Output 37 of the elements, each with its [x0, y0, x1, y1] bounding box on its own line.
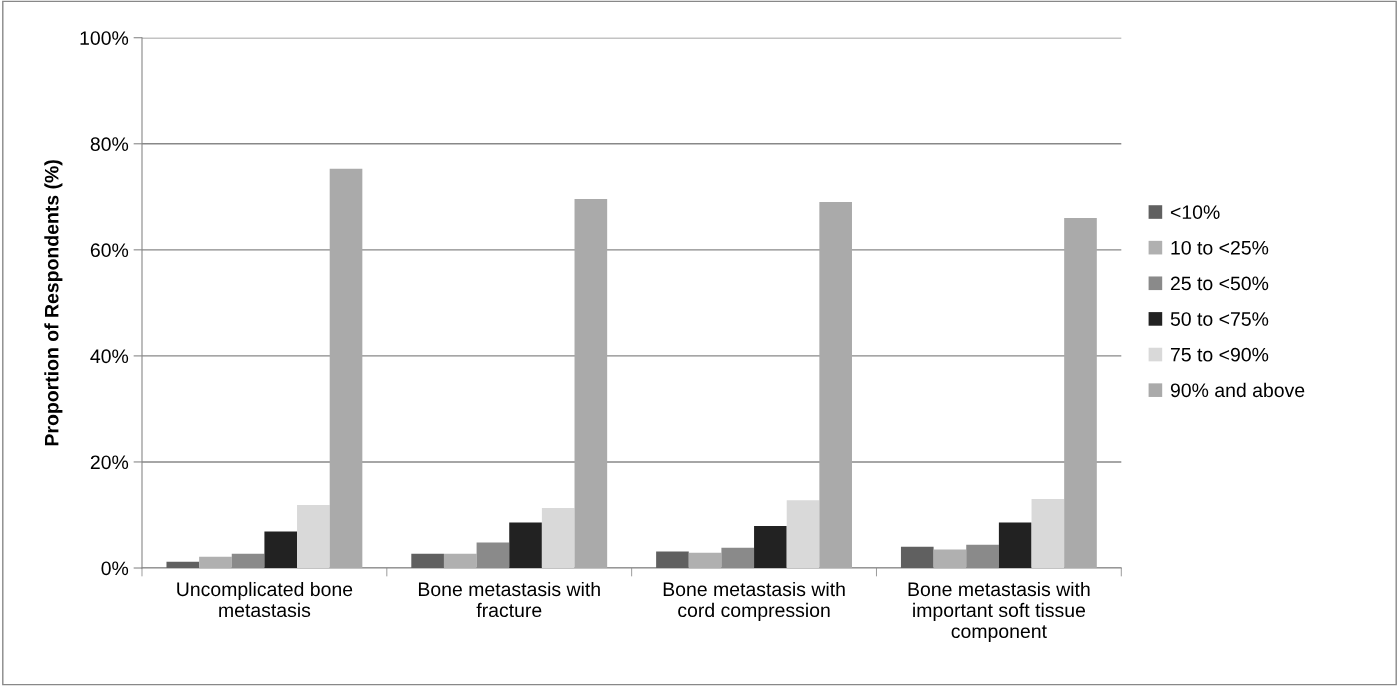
- legend-label: 90% and above: [1170, 382, 1305, 398]
- bar: [166, 561, 200, 569]
- x-tick-label: Uncomplicated bone metastasis: [177, 581, 353, 618]
- legend-label: <10%: [1170, 205, 1220, 220]
- bar: [541, 508, 575, 569]
- y-tick-label: 80%: [90, 137, 129, 152]
- bar: [264, 531, 298, 569]
- bar: [1031, 499, 1065, 569]
- bar: [1064, 218, 1097, 569]
- bar: [933, 549, 967, 569]
- bar: [329, 168, 363, 569]
- bar: [786, 500, 820, 569]
- y-tick-label: 100%: [80, 31, 129, 45]
- y-tick-label: 40%: [90, 349, 129, 364]
- x-tick-label: Bone metastasis with cord compression: [663, 581, 845, 621]
- y-axis-title: Proportion of Respondents (%): [44, 160, 63, 446]
- bar: [297, 504, 330, 569]
- bar: [443, 553, 477, 569]
- legend-label: 10 to <25%: [1171, 240, 1269, 255]
- bar: [754, 526, 787, 569]
- x-tick-label: Bone metastasis with important soft tissue component: [908, 581, 1090, 642]
- bar: [509, 522, 542, 569]
- bar: [574, 198, 608, 569]
- bar: [998, 522, 1032, 569]
- x-tick-label: Bone metastasis with fracture: [418, 581, 600, 618]
- y-tick-label: 20%: [90, 455, 129, 470]
- bar: [819, 202, 852, 569]
- bar: [411, 553, 444, 569]
- y-tick-label: 0%: [101, 561, 129, 576]
- y-tick-label: 60%: [90, 243, 129, 258]
- bar: [199, 556, 232, 569]
- legend-label: 50 to <75%: [1170, 312, 1269, 326]
- bar: [688, 552, 722, 569]
- bar: [900, 546, 934, 569]
- legend-label: 25 to <50%: [1170, 276, 1269, 291]
- bar: [656, 551, 689, 569]
- legend-label: 75 to <90%: [1170, 347, 1269, 362]
